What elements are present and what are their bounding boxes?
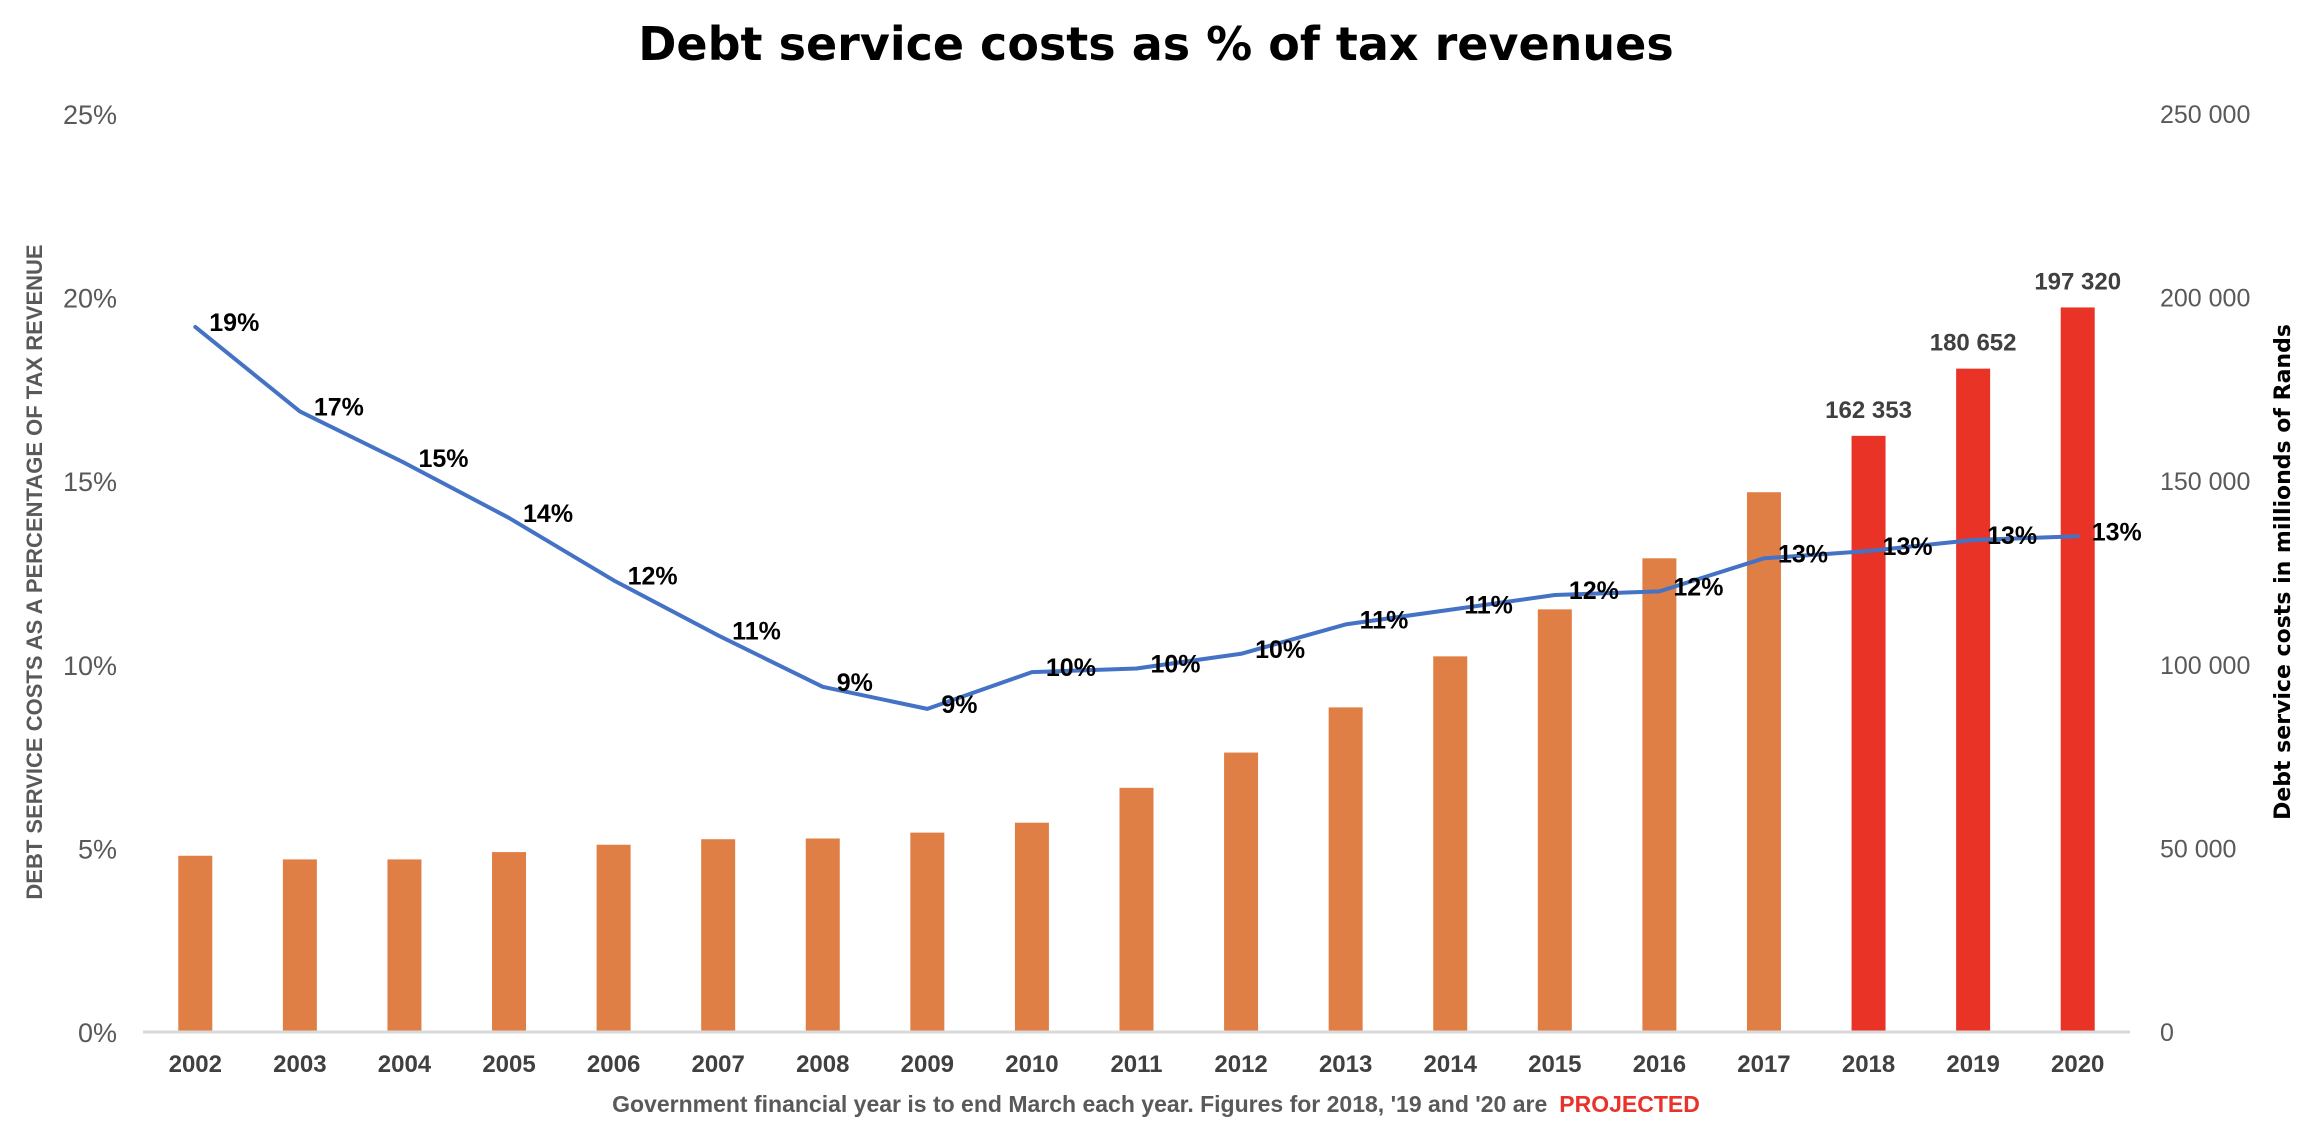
right-tick-label: 150 000 xyxy=(2160,468,2250,496)
bar-series: 162 353 180 652 197 320 xyxy=(178,268,2121,1033)
bar-2018 xyxy=(1851,435,1886,1032)
left-tick-label: 15% xyxy=(63,467,117,497)
x-tick-label: 2012 xyxy=(1214,1051,1267,1078)
line-data-label: 11% xyxy=(1464,592,1513,620)
left-axis-ticks: 0% 5% 10% 15% 20% 25% xyxy=(63,100,117,1048)
line-data-label: 12% xyxy=(628,562,678,590)
bar-2002 xyxy=(178,855,213,1032)
x-axis-label-text: Government financial year is to end Marc… xyxy=(612,1091,1547,1117)
left-tick-label: 10% xyxy=(63,651,117,681)
x-tick-label: 2007 xyxy=(691,1051,744,1078)
x-tick-label: 2019 xyxy=(1946,1051,1999,1078)
bar-2017 xyxy=(1746,492,1781,1032)
chart-title: Debt service costs as % of tax revenues xyxy=(638,17,1673,71)
x-tick-label: 2009 xyxy=(901,1051,954,1078)
line-data-label: 19% xyxy=(209,309,259,337)
x-tick-label: 2004 xyxy=(378,1051,432,1078)
line-data-label: 11% xyxy=(1360,606,1409,634)
x-tick-label: 2017 xyxy=(1737,1051,1790,1078)
left-tick-label: 20% xyxy=(63,284,117,314)
right-axis-label: Debt service costs in millionds of Rands xyxy=(2271,324,2296,820)
line-data-label: 12% xyxy=(1673,573,1723,601)
line-data-label: 10% xyxy=(1151,650,1201,678)
bar-2020 xyxy=(2060,307,2095,1033)
x-tick-label: 2016 xyxy=(1633,1051,1686,1078)
line-data-label: 9% xyxy=(941,691,977,719)
right-tick-label: 50 000 xyxy=(2160,835,2236,863)
right-tick-label: 0 xyxy=(2160,1019,2174,1047)
line-data-label: 14% xyxy=(523,500,573,528)
bar-2010 xyxy=(1014,822,1049,1032)
line-data-label: 13% xyxy=(1987,522,2037,550)
bar-data-label: 180 652 xyxy=(1930,330,2017,357)
bar-2015 xyxy=(1537,609,1572,1032)
x-tick-label: 2003 xyxy=(273,1051,326,1078)
bar-2014 xyxy=(1433,656,1468,1032)
bar-2004 xyxy=(387,859,422,1032)
x-tick-label: 2020 xyxy=(2051,1051,2104,1078)
line-data-label: 15% xyxy=(418,445,468,473)
bar-2005 xyxy=(492,852,527,1032)
bar-data-label: 162 353 xyxy=(1825,397,1912,424)
line-series: 19% 17% 15% 14% 12% 11% 9% 9% 10% 10% 10% 11% 11% 12%… xyxy=(193,309,2142,719)
x-tick-label: 2011 xyxy=(1110,1051,1162,1078)
bar-2013 xyxy=(1328,707,1363,1032)
x-tick-label: 2014 xyxy=(1424,1051,1478,1078)
x-tick-label: 2015 xyxy=(1528,1051,1581,1078)
x-tick-label: 2005 xyxy=(482,1051,535,1078)
right-axis-ticks: 0 50 000 100 000 150 000 200 000 250 000 xyxy=(2160,101,2250,1047)
x-tick-label: 2006 xyxy=(587,1051,640,1078)
x-tick-label: 2018 xyxy=(1842,1051,1895,1078)
x-tick-label: 2002 xyxy=(169,1051,222,1078)
line-path xyxy=(193,324,2080,711)
left-axis-label: DEBT SERVICE COSTS AS A PERCENTAGE OF TA… xyxy=(22,244,47,899)
x-tick-label: 2013 xyxy=(1319,1051,1372,1078)
x-axis-label: Government financial year is to end Marc… xyxy=(612,1091,1700,1117)
line-data-label: 13% xyxy=(2092,518,2142,546)
right-tick-label: 100 000 xyxy=(2160,652,2250,680)
line-data-label: 11% xyxy=(732,617,781,645)
line-data-label: 13% xyxy=(1778,540,1828,568)
bar-2011 xyxy=(1119,787,1154,1032)
bar-2016 xyxy=(1642,558,1677,1032)
bar-2007 xyxy=(701,839,736,1032)
left-tick-label: 25% xyxy=(63,100,117,130)
line-data-label: 10% xyxy=(1255,636,1305,664)
bar-2019 xyxy=(1956,368,1991,1032)
bar-2012 xyxy=(1224,752,1259,1032)
left-tick-label: 5% xyxy=(78,834,117,864)
x-axis-label-projected: PROJECTED xyxy=(1559,1091,1700,1117)
left-tick-label: 0% xyxy=(78,1018,117,1048)
x-axis-ticks: 2002 2003 2004 2005 2006 2007 2008 2009 2010 2011… xyxy=(169,1051,2105,1078)
x-tick-label: 2008 xyxy=(796,1051,849,1078)
line-data-label: 10% xyxy=(1046,654,1096,682)
line-data-label: 12% xyxy=(1569,577,1619,605)
bar-2006 xyxy=(596,844,631,1032)
bar-2003 xyxy=(282,859,317,1032)
line-data-label: 9% xyxy=(837,669,873,697)
x-tick-label: 2010 xyxy=(1005,1051,1058,1078)
bar-data-label: 197 320 xyxy=(2034,268,2121,295)
line-data-label: 17% xyxy=(314,393,364,421)
right-tick-label: 250 000 xyxy=(2160,101,2250,129)
bar-2008 xyxy=(805,838,840,1032)
line-data-label: 13% xyxy=(1883,533,1933,561)
right-tick-label: 200 000 xyxy=(2160,285,2250,313)
bar-2009 xyxy=(910,832,945,1032)
